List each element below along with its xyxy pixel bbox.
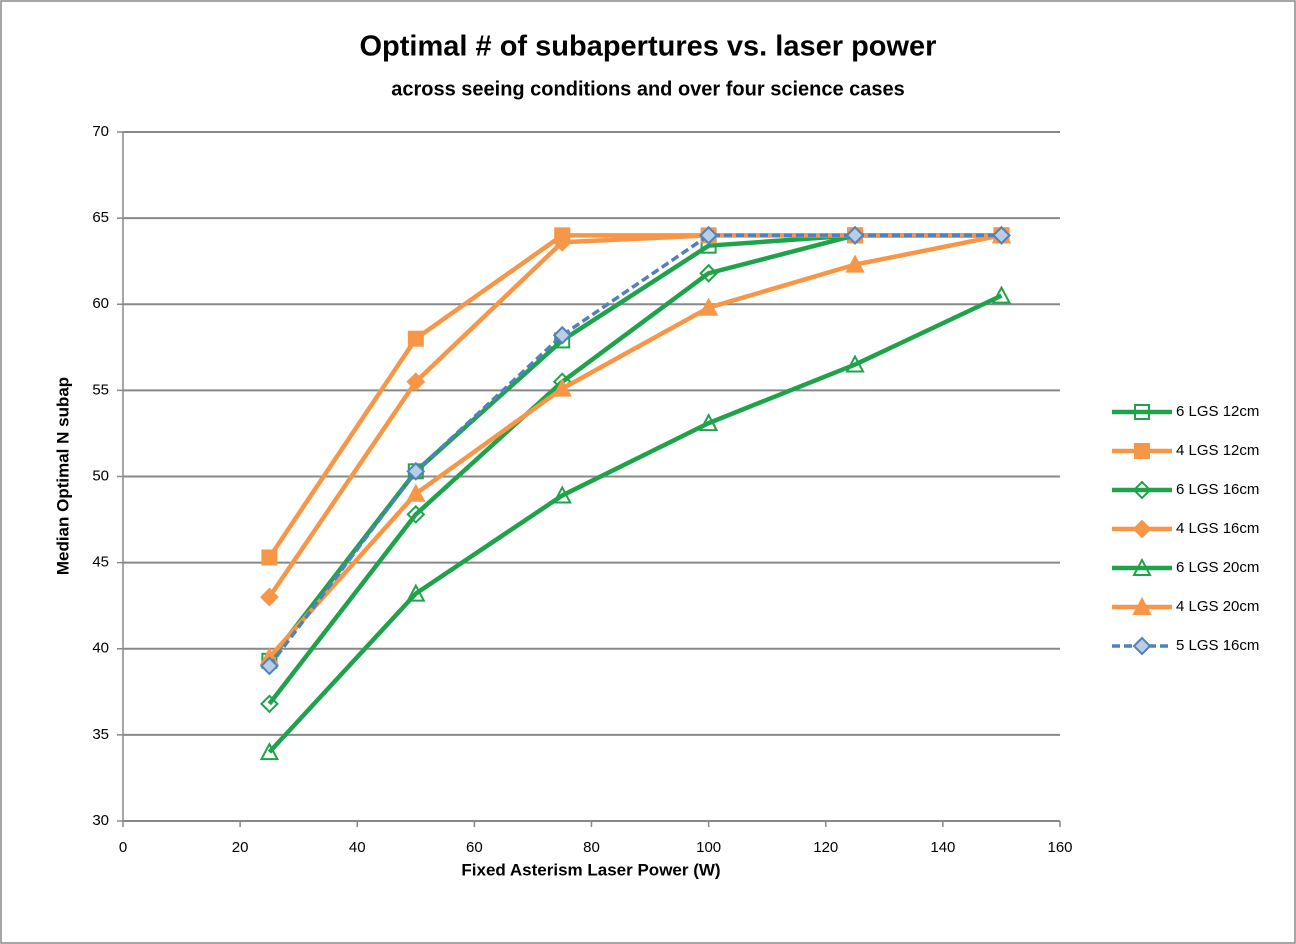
- marker: [259, 656, 279, 676]
- marker: [991, 285, 1012, 304]
- legend-label: 4 LGS 16cm: [1176, 520, 1259, 537]
- series-line: [268, 233, 1002, 668]
- x-axis-label: Fixed Asterism Laser Power (W): [461, 860, 720, 879]
- y-tick-label: 55: [92, 381, 109, 398]
- marker: [1134, 443, 1150, 459]
- marker: [261, 549, 278, 566]
- marker: [259, 587, 279, 607]
- x-tick-label: 60: [466, 839, 483, 856]
- marker: [845, 254, 865, 273]
- marker: [1132, 596, 1152, 615]
- x-tick-label: 0: [119, 839, 127, 856]
- marker: [259, 694, 279, 714]
- y-tick-label: 45: [92, 554, 109, 571]
- y-tick-label: 70: [92, 123, 109, 140]
- x-tick-label: 80: [583, 839, 600, 856]
- marker: [1132, 480, 1152, 500]
- legend-label: 4 LGS 20cm: [1176, 598, 1259, 615]
- legend-label: 6 LGS 12cm: [1176, 403, 1259, 420]
- series-line: [267, 233, 1002, 659]
- marker: [552, 378, 572, 397]
- x-tick-label: 140: [930, 839, 955, 856]
- marker: [406, 372, 426, 392]
- y-tick-label: 30: [92, 812, 109, 829]
- marker: [699, 225, 719, 245]
- marker: [1132, 636, 1152, 656]
- series-line: [267, 233, 1002, 599]
- marker: [407, 330, 424, 347]
- y-tick-label: 60: [92, 295, 109, 312]
- marker: [406, 483, 426, 502]
- marker: [552, 485, 572, 504]
- y-tick-label: 35: [92, 726, 109, 743]
- legend-label: 4 LGS 12cm: [1176, 442, 1259, 459]
- marker: [992, 225, 1011, 245]
- marker: [698, 297, 719, 316]
- y-tick-label: 50: [92, 467, 109, 484]
- marker: [552, 325, 572, 345]
- x-tick-label: 160: [1047, 839, 1072, 856]
- y-axis-label: Median Optimal N subap: [53, 377, 72, 575]
- legend-label: 5 LGS 16cm: [1176, 637, 1259, 654]
- marker: [552, 232, 572, 252]
- legend-label: 6 LGS 20cm: [1176, 559, 1259, 576]
- x-tick-label: 120: [813, 839, 838, 856]
- marker: [1132, 519, 1152, 539]
- series-line: [267, 293, 1003, 754]
- marker: [406, 583, 426, 602]
- marker: [698, 412, 719, 432]
- marker: [1134, 404, 1150, 420]
- y-tick-label: 40: [92, 640, 109, 657]
- marker: [1132, 557, 1152, 576]
- y-tick-label: 65: [92, 209, 109, 226]
- x-tick-label: 100: [696, 839, 721, 856]
- marker: [845, 225, 865, 245]
- legend-label: 6 LGS 16cm: [1176, 481, 1259, 498]
- marker: [406, 504, 426, 524]
- marker: [699, 263, 719, 283]
- x-tick-label: 20: [232, 839, 249, 856]
- chart-subtitle: across seeing conditions and over four s…: [391, 78, 905, 100]
- x-tick-label: 40: [349, 839, 366, 856]
- chart-title: Optimal # of subapertures vs. laser powe…: [360, 31, 937, 63]
- marker: [406, 461, 426, 481]
- marker: [845, 354, 865, 373]
- marker: [259, 741, 280, 761]
